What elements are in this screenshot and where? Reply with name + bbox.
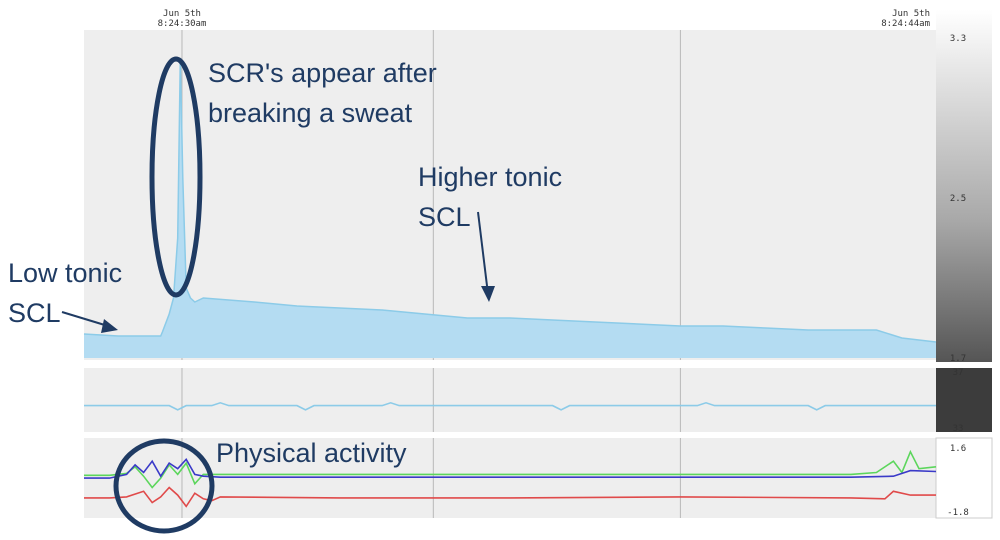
higher-tonic-annotation-line2: SCL: [418, 202, 471, 232]
left-timestamp-date: Jun 5th: [163, 9, 201, 19]
accelerometer-y-tick: -1.8: [947, 508, 969, 518]
accelerometer-scale-strip: [935, 437, 993, 519]
temperature-series: [84, 401, 936, 411]
scr-annotation-line2: breaking a sweat: [208, 98, 413, 128]
higher-tonic-annotation-line1: Higher tonic: [418, 162, 562, 192]
scr-annotation-line1: SCR's appear after: [208, 58, 437, 88]
activity-highlight-ellipse: [113, 438, 215, 534]
temperature-y-tick: 37: [953, 368, 964, 378]
higher-tonic-arrowhead: [481, 286, 495, 302]
eda-y-tick: 3.3: [950, 34, 966, 44]
accelerometer-series: [84, 449, 937, 508]
temperature-scale-strip: [936, 368, 992, 432]
low-tonic-annotation-line2: SCL: [8, 298, 61, 328]
scr-highlight-ellipse: [149, 56, 203, 298]
temperature-series-line-0: [84, 401, 936, 411]
accelerometer-series-line-0: [84, 449, 937, 489]
temperature-y-tick: 33: [953, 424, 964, 434]
right-timestamp-time: 8:24:44am: [881, 19, 930, 29]
low-tonic-arrow: [61, 311, 109, 327]
temperature-panel: [84, 368, 936, 432]
eda-line: [83, 57, 937, 343]
accelerometer-series-line-1: [84, 457, 937, 479]
eda-area: [84, 58, 936, 358]
accelerometer-y-tick: 1.6: [950, 444, 966, 454]
higher-tonic-arrow: [477, 211, 489, 295]
low-tonic-arrowhead: [101, 319, 118, 333]
accelerometer-series-line-2: [84, 486, 936, 508]
eda-scale-strip: [936, 10, 992, 362]
eda-y-tick: 2.5: [950, 194, 966, 204]
eda-series: [83, 57, 937, 358]
physical-activity-annotation: Physical activity: [216, 438, 407, 468]
eda-y-tick: 1.7: [950, 354, 966, 364]
y-tick-labels: 3.3 2.5 1.7 37 33 1.6 -1.8: [947, 34, 969, 518]
right-timestamp-date: Jun 5th: [892, 9, 930, 19]
left-timestamp-time: 8:24:30am: [158, 19, 207, 29]
low-tonic-annotation-line1: Low tonic: [8, 258, 122, 288]
